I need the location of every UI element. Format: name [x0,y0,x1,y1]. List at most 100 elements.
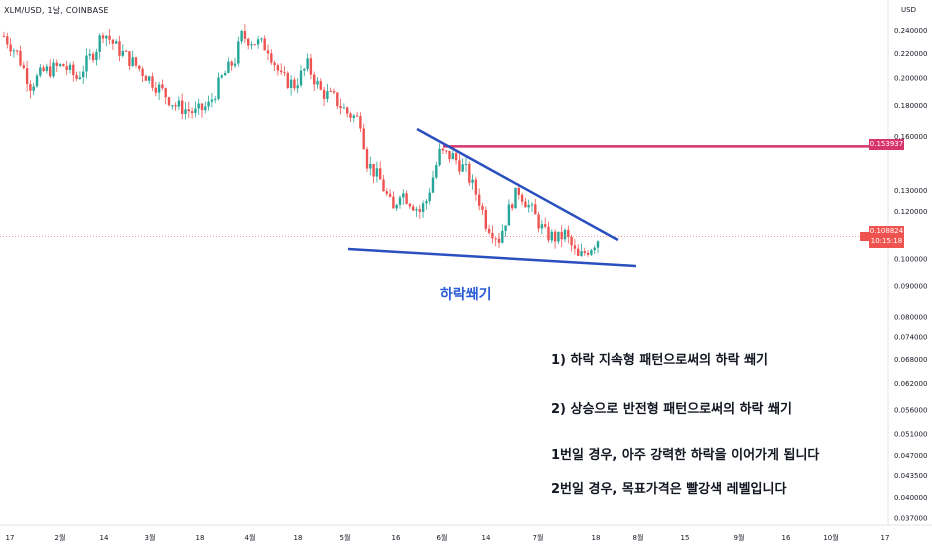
candle-body [412,206,415,211]
candle-body [250,44,253,46]
candle-body [484,210,487,229]
candle-body [392,196,395,209]
candle-body [511,204,514,209]
candle-body [118,41,121,56]
x-tick-label: 14 [482,534,491,542]
x-tick-label: 3월 [145,533,156,542]
candle-body [471,179,474,183]
candle-body [362,128,365,150]
candle-body [171,105,174,107]
candle-body [95,51,98,61]
candle-body [501,230,504,243]
y-tick-label: 0.130000 [894,187,927,195]
candle-body [91,53,95,61]
candle-body [395,204,398,209]
candle-body [293,79,296,89]
candle-body [19,50,22,66]
y-tick-label: 0.100000 [894,255,927,263]
candle-body [29,84,32,91]
candle-body [577,248,580,256]
candle-body [131,57,134,66]
candle-body [210,99,214,102]
candle-body [478,194,481,206]
candle-body [527,205,530,208]
candle-body [567,229,570,237]
candle-body [187,109,190,112]
annotation-line-1: 1) 하락 지속형 패턴으로써의 하락 쐐기 [551,353,769,368]
candle-body [402,193,405,198]
candle-body [398,197,402,205]
candle-body [115,41,118,44]
candle-body [524,201,527,208]
y-tick-label: 0.043500 [894,472,927,480]
candle-body [111,39,115,44]
candle-body [141,68,144,76]
candle-body [586,252,590,255]
candle-body [365,149,369,169]
current-price-tag: 0.108824 10:15:18 [869,226,904,248]
candle-body [441,148,445,151]
candle-body [388,193,392,197]
candle-body [504,225,507,231]
x-tick-label: 8월 [633,533,644,542]
candle-body [240,31,243,42]
x-tick-label: 7월 [533,533,544,542]
currency-label: USD [901,6,916,14]
candle-body [418,209,421,212]
y-tick-label: 0.240000 [894,27,927,35]
candle-body [517,187,520,195]
candle-body [438,148,441,166]
y-tick-label: 0.051000 [894,431,927,439]
candle-body [464,163,468,165]
candle-body [481,205,484,211]
candle-body [128,51,131,66]
candle-body [82,71,85,78]
candle-body [55,62,58,66]
candle-body [309,58,313,75]
candle-body [12,50,16,52]
candle-body [375,168,379,177]
symbol-title[interactable]: XLM/USD, 1날, COINBASE [4,6,109,15]
y-tick-label: 0.080000 [894,313,927,321]
candle-body [445,150,448,152]
candle-body [573,245,577,249]
candle-body [124,50,128,52]
x-tick-label: 18 [592,534,601,542]
candle-body [299,70,303,86]
symbol-tag-arrow [860,232,869,241]
candle-body [583,251,586,253]
candle-body [491,232,494,239]
candle-body [144,75,148,81]
candle-body [138,65,141,69]
candle-body [121,50,124,56]
candle-body [497,238,501,243]
candle-body [62,64,65,67]
x-tick-label: 2월 [55,533,66,542]
candle-body [313,74,316,85]
x-tick-label: 18 [196,534,205,542]
candle-body [514,187,517,209]
candle-body [319,81,322,90]
x-tick-label: 17 [881,534,890,542]
candle-body [148,76,151,81]
candle-body [544,224,547,227]
candle-body [352,115,355,118]
candle-body [214,98,217,100]
y-tick-label: 0.090000 [894,283,927,291]
candle-body [332,91,336,93]
candle-body [507,204,511,226]
candle-body [98,35,101,52]
y-tick-label: 0.200000 [894,75,927,83]
x-tick-label: 10월 [823,533,838,542]
candle-body [230,61,233,66]
y-tick-label: 0.074000 [894,334,927,342]
y-tick-label: 0.037000 [894,514,927,522]
candle-body [174,105,177,107]
candle-body [237,41,240,64]
candle-body [596,241,600,248]
candle-body [537,214,540,229]
candle-body [342,107,346,109]
x-tick-label: 15 [681,534,690,542]
